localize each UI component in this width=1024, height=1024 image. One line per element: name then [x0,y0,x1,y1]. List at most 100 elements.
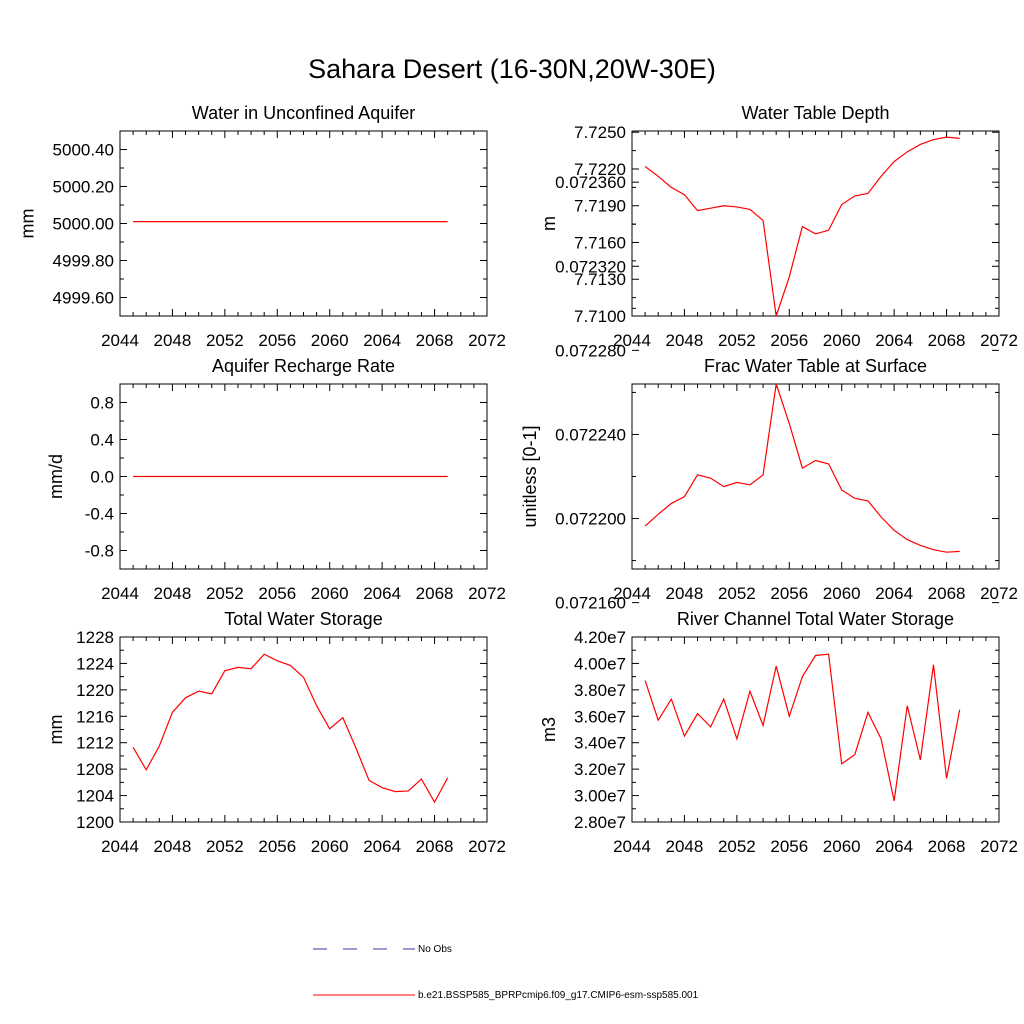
panel-6-x-tick-label: 2064 [875,837,913,856]
panel-2-x-tick-label: 2068 [928,331,966,350]
panel-5-x-tick-label: 2060 [311,837,349,856]
panel-1-x-tick-label: 2048 [154,331,192,350]
panel-6-y-tick-label: 3.00e7 [574,787,626,806]
panel-3-x-tick-label: 2072 [468,584,506,603]
panel-5-x-tick-label: 2052 [206,837,244,856]
panel-1-x-tick-label: 2064 [363,331,401,350]
panel-3-ylabel: mm/d [46,454,66,499]
panel-6-x-tick-label: 2044 [613,837,651,856]
panel-2-x-tick-label: 2064 [875,331,913,350]
panel-2-y-tick-label: 7.7160 [574,233,626,252]
panel-3-x-tick-label: 2048 [154,584,192,603]
panel-6-series-line [644,653,961,801]
panel-5-y-tick-label: 1228 [76,628,114,647]
panel-1-x-tick-label: 2052 [206,331,244,350]
panel-2-x-tick-label: 2072 [980,331,1018,350]
panel-5-y-tick-label: 1208 [76,760,114,779]
panel-5-y-tick-label: 1216 [76,707,114,726]
panel-4-x-tick-label: 2048 [666,584,704,603]
legend-label-no-obs: No Obs [418,944,452,955]
panel-5-series-line [132,653,449,804]
panel-6-ylabel: m3 [539,717,559,742]
panel-4-y-tick-label: 0.072280 [555,341,626,360]
panel-2-y-tick-label: 7.7250 [574,123,626,142]
panel-3-y-tick-label: 0.0 [90,468,114,487]
panel-6-y-tick-label: 3.60e7 [574,707,626,726]
panel-6-x-tick-label: 2072 [980,837,1018,856]
panel-6-y-tick-label: 4.20e7 [574,628,626,647]
panel-2-y-tick-label: 7.7220 [574,160,626,179]
legend-label-model-run: b.e21.BSSP585_BPRPcmip6.f09_g17.CMIP6-es… [418,990,699,1001]
panel-3-x-tick-label: 2068 [416,584,454,603]
panel-3-y-tick-label: -0.8 [85,542,114,561]
panel-1-x-tick-label: 2044 [101,331,139,350]
panel-6-x-tick-label: 2056 [770,837,808,856]
panel-3-x-tick-label: 2060 [311,584,349,603]
panel-3-x-tick-label: 2064 [363,584,401,603]
panel-2-x-tick-label: 2052 [718,331,756,350]
panel-4-x-tick-label: 2044 [613,584,651,603]
panel-4-y-tick-label: 0.072360 [555,173,626,192]
panel-5-y-tick-label: 1200 [76,813,114,832]
panel-4-y-tick-label: 0.072240 [555,425,626,444]
panel-6-y-tick-label: 2.80e7 [574,813,626,832]
panel-5-x-tick-label: 2044 [101,837,139,856]
panel-1-y-tick-label: 5000.20 [53,178,114,197]
panel-5-frame [119,636,488,823]
panel-5-y-tick-label: 1220 [76,681,114,700]
panel-2-x-tick-label: 2060 [823,331,861,350]
panel-5-x-tick-label: 2064 [363,837,401,856]
panel-4-x-tick-label: 2072 [980,584,1018,603]
panel-2-y-tick-label: 7.7190 [574,197,626,216]
panel-5-x-tick-label: 2048 [154,837,192,856]
panel-1-x-tick-label: 2056 [258,331,296,350]
panel-2-x-tick-label: 2056 [770,331,808,350]
panel-5-x-tick-label: 2056 [258,837,296,856]
panel-6-y-tick-label: 4.00e7 [574,654,626,673]
panel-5-x-tick-label: 2068 [416,837,454,856]
panel-5-y-tick-label: 1212 [76,734,114,753]
panel-3-x-tick-label: 2052 [206,584,244,603]
panel-4-y-tick-label: 0.072320 [555,257,626,276]
panel-4-y-tick-label: 0.072160 [555,594,626,613]
panel-5-y-tick-label: 1224 [76,654,114,673]
panel-3-y-tick-label: 0.8 [90,394,114,413]
panel-2-x-tick-label: 2044 [613,331,651,350]
panel-3-y-tick-label: -0.4 [85,505,114,524]
panel-2-frame [631,130,1000,317]
panel-4-x-tick-label: 2056 [770,584,808,603]
panel-2-y-tick-label: 7.7130 [574,270,626,289]
panel-3-x-tick-label: 2056 [258,584,296,603]
panel-1-y-tick-label: 4999.80 [53,252,114,271]
panel-1-x-tick-label: 2060 [311,331,349,350]
panel-1-y-tick-label: 5000.00 [53,215,114,234]
panel-5-y-tick-label: 1204 [76,787,114,806]
panel-6-x-tick-label: 2060 [823,837,861,856]
panel-6-y-tick-label: 3.20e7 [574,760,626,779]
panel-1-ylabel: mm [18,209,38,239]
panel-2-ylabel: m [539,216,559,231]
panel-4-x-tick-label: 2068 [928,584,966,603]
panel-5-title: Total Water Storage [224,609,382,629]
panel-4-ylabel: unitless [0-1] [520,425,540,527]
panel-6-x-tick-label: 2068 [928,837,966,856]
panel-3-y-tick-label: 0.4 [90,431,114,450]
panel-1-y-tick-label: 5000.40 [53,141,114,160]
panel-1-x-tick-label: 2068 [416,331,454,350]
panel-3-title: Aquifer Recharge Rate [212,356,395,376]
panel-4-x-tick-label: 2052 [718,584,756,603]
panel-4-x-tick-label: 2064 [875,584,913,603]
panel-5-ylabel: mm [46,715,66,745]
panel-1-frame [119,130,488,317]
panel-4-y-tick-label: 0.072200 [555,510,626,529]
panel-6-y-tick-label: 3.80e7 [574,681,626,700]
panel-1-title: Water in Unconfined Aquifer [192,103,415,123]
panel-2-title: Water Table Depth [741,103,889,123]
panel-3-x-tick-label: 2044 [101,584,139,603]
panel-1-y-tick-label: 4999.60 [53,289,114,308]
panel-6-frame [631,636,1000,823]
panel-1-x-tick-label: 2072 [468,331,506,350]
panel-6-x-tick-label: 2052 [718,837,756,856]
